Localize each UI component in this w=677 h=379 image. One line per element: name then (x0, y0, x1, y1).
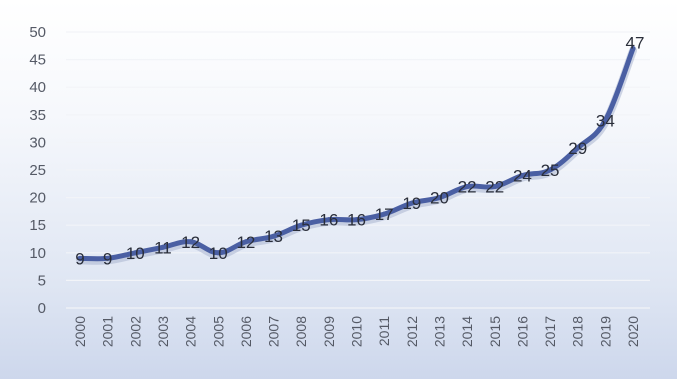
data-point (243, 239, 249, 245)
x-tick-label: 2020 (625, 316, 641, 347)
series (76, 46, 637, 265)
x-tick-label: 2007 (266, 316, 282, 347)
data-point (602, 117, 608, 123)
data-point (326, 217, 332, 223)
data-point (160, 244, 166, 250)
data-label: 25 (541, 161, 560, 180)
data-point (105, 255, 111, 261)
data-label: 22 (485, 178, 504, 197)
x-tick-label: 2015 (487, 316, 503, 347)
y-tick-label: 40 (29, 79, 46, 96)
y-tick-label: 20 (29, 190, 46, 207)
data-label: 12 (236, 233, 255, 252)
x-tick-label: 2019 (597, 316, 613, 347)
data-label: 13 (264, 227, 283, 246)
x-tick-label: 2011 (376, 316, 392, 346)
x-tick-label: 2005 (210, 316, 226, 347)
data-label: 12 (181, 233, 200, 252)
x-tick-label: 2016 (514, 316, 530, 347)
x-tick-label: 2004 (183, 316, 199, 347)
data-point (436, 195, 442, 201)
data-point (188, 239, 194, 245)
y-tick-label: 30 (29, 134, 46, 151)
data-point (492, 184, 498, 190)
data-point (77, 255, 83, 261)
y-tick-label: 50 (29, 24, 46, 41)
data-label: 16 (347, 211, 366, 230)
data-point (381, 211, 387, 217)
data-label: 20 (430, 189, 449, 208)
x-tick-label: 2018 (570, 316, 586, 347)
x-tick-label: 2006 (238, 316, 254, 347)
y-axis: 0 5 10 15 20 25 30 35 40 45 50 (29, 24, 46, 317)
x-tick-label: 2003 (155, 316, 171, 347)
data-point (132, 250, 138, 256)
x-tick-label: 2017 (542, 316, 558, 347)
x-tick-label: 2014 (459, 316, 475, 347)
x-tick-label: 2012 (404, 316, 420, 347)
data-label: 16 (319, 211, 338, 230)
y-tick-label: 0 (38, 300, 46, 317)
y-tick-label: 5 (38, 272, 46, 289)
x-tick-label: 2001 (100, 316, 116, 347)
data-label: 34 (596, 111, 615, 130)
data-label: 29 (568, 139, 587, 158)
x-axis: 2000 2001 2002 2003 2004 2005 2006 2007 2008 2009… (72, 316, 641, 347)
data-label: 47 (626, 34, 645, 53)
data-point (298, 222, 304, 228)
x-tick-label: 2000 (72, 316, 88, 347)
data-point (630, 46, 636, 52)
data-label: 10 (209, 244, 228, 263)
data-point (464, 184, 470, 190)
x-tick-label: 2002 (127, 316, 143, 347)
data-label: 10 (126, 244, 145, 263)
data-point (409, 200, 415, 206)
data-label: 24 (513, 167, 532, 186)
data-point (547, 167, 553, 173)
y-tick-label: 15 (29, 217, 46, 234)
data-label: 17 (375, 205, 394, 224)
data-label: 22 (458, 178, 477, 197)
y-tick-label: 35 (29, 107, 46, 124)
x-tick-label: 2010 (349, 316, 365, 347)
data-label: 11 (154, 238, 172, 257)
data-point (575, 145, 581, 151)
data-point (519, 173, 525, 179)
y-tick-label: 45 (29, 52, 46, 69)
data-labels: 9 9 10 11 12 10 12 13 15 16 16 17 19 20 22 22 24 25 29 34 47 (75, 34, 644, 269)
y-tick-label: 25 (29, 162, 46, 179)
gridlines (66, 31, 650, 309)
data-point (354, 217, 359, 223)
x-tick-label: 2008 (293, 316, 309, 347)
x-tick-label: 2013 (431, 316, 447, 347)
y-tick-label: 10 (29, 245, 46, 262)
data-point (271, 233, 277, 239)
data-label: 19 (402, 194, 421, 213)
data-label: 15 (292, 216, 311, 235)
data-label: 9 (75, 249, 84, 268)
x-tick-label: 2009 (321, 316, 337, 347)
data-point (215, 250, 221, 256)
data-label: 9 (103, 249, 112, 268)
